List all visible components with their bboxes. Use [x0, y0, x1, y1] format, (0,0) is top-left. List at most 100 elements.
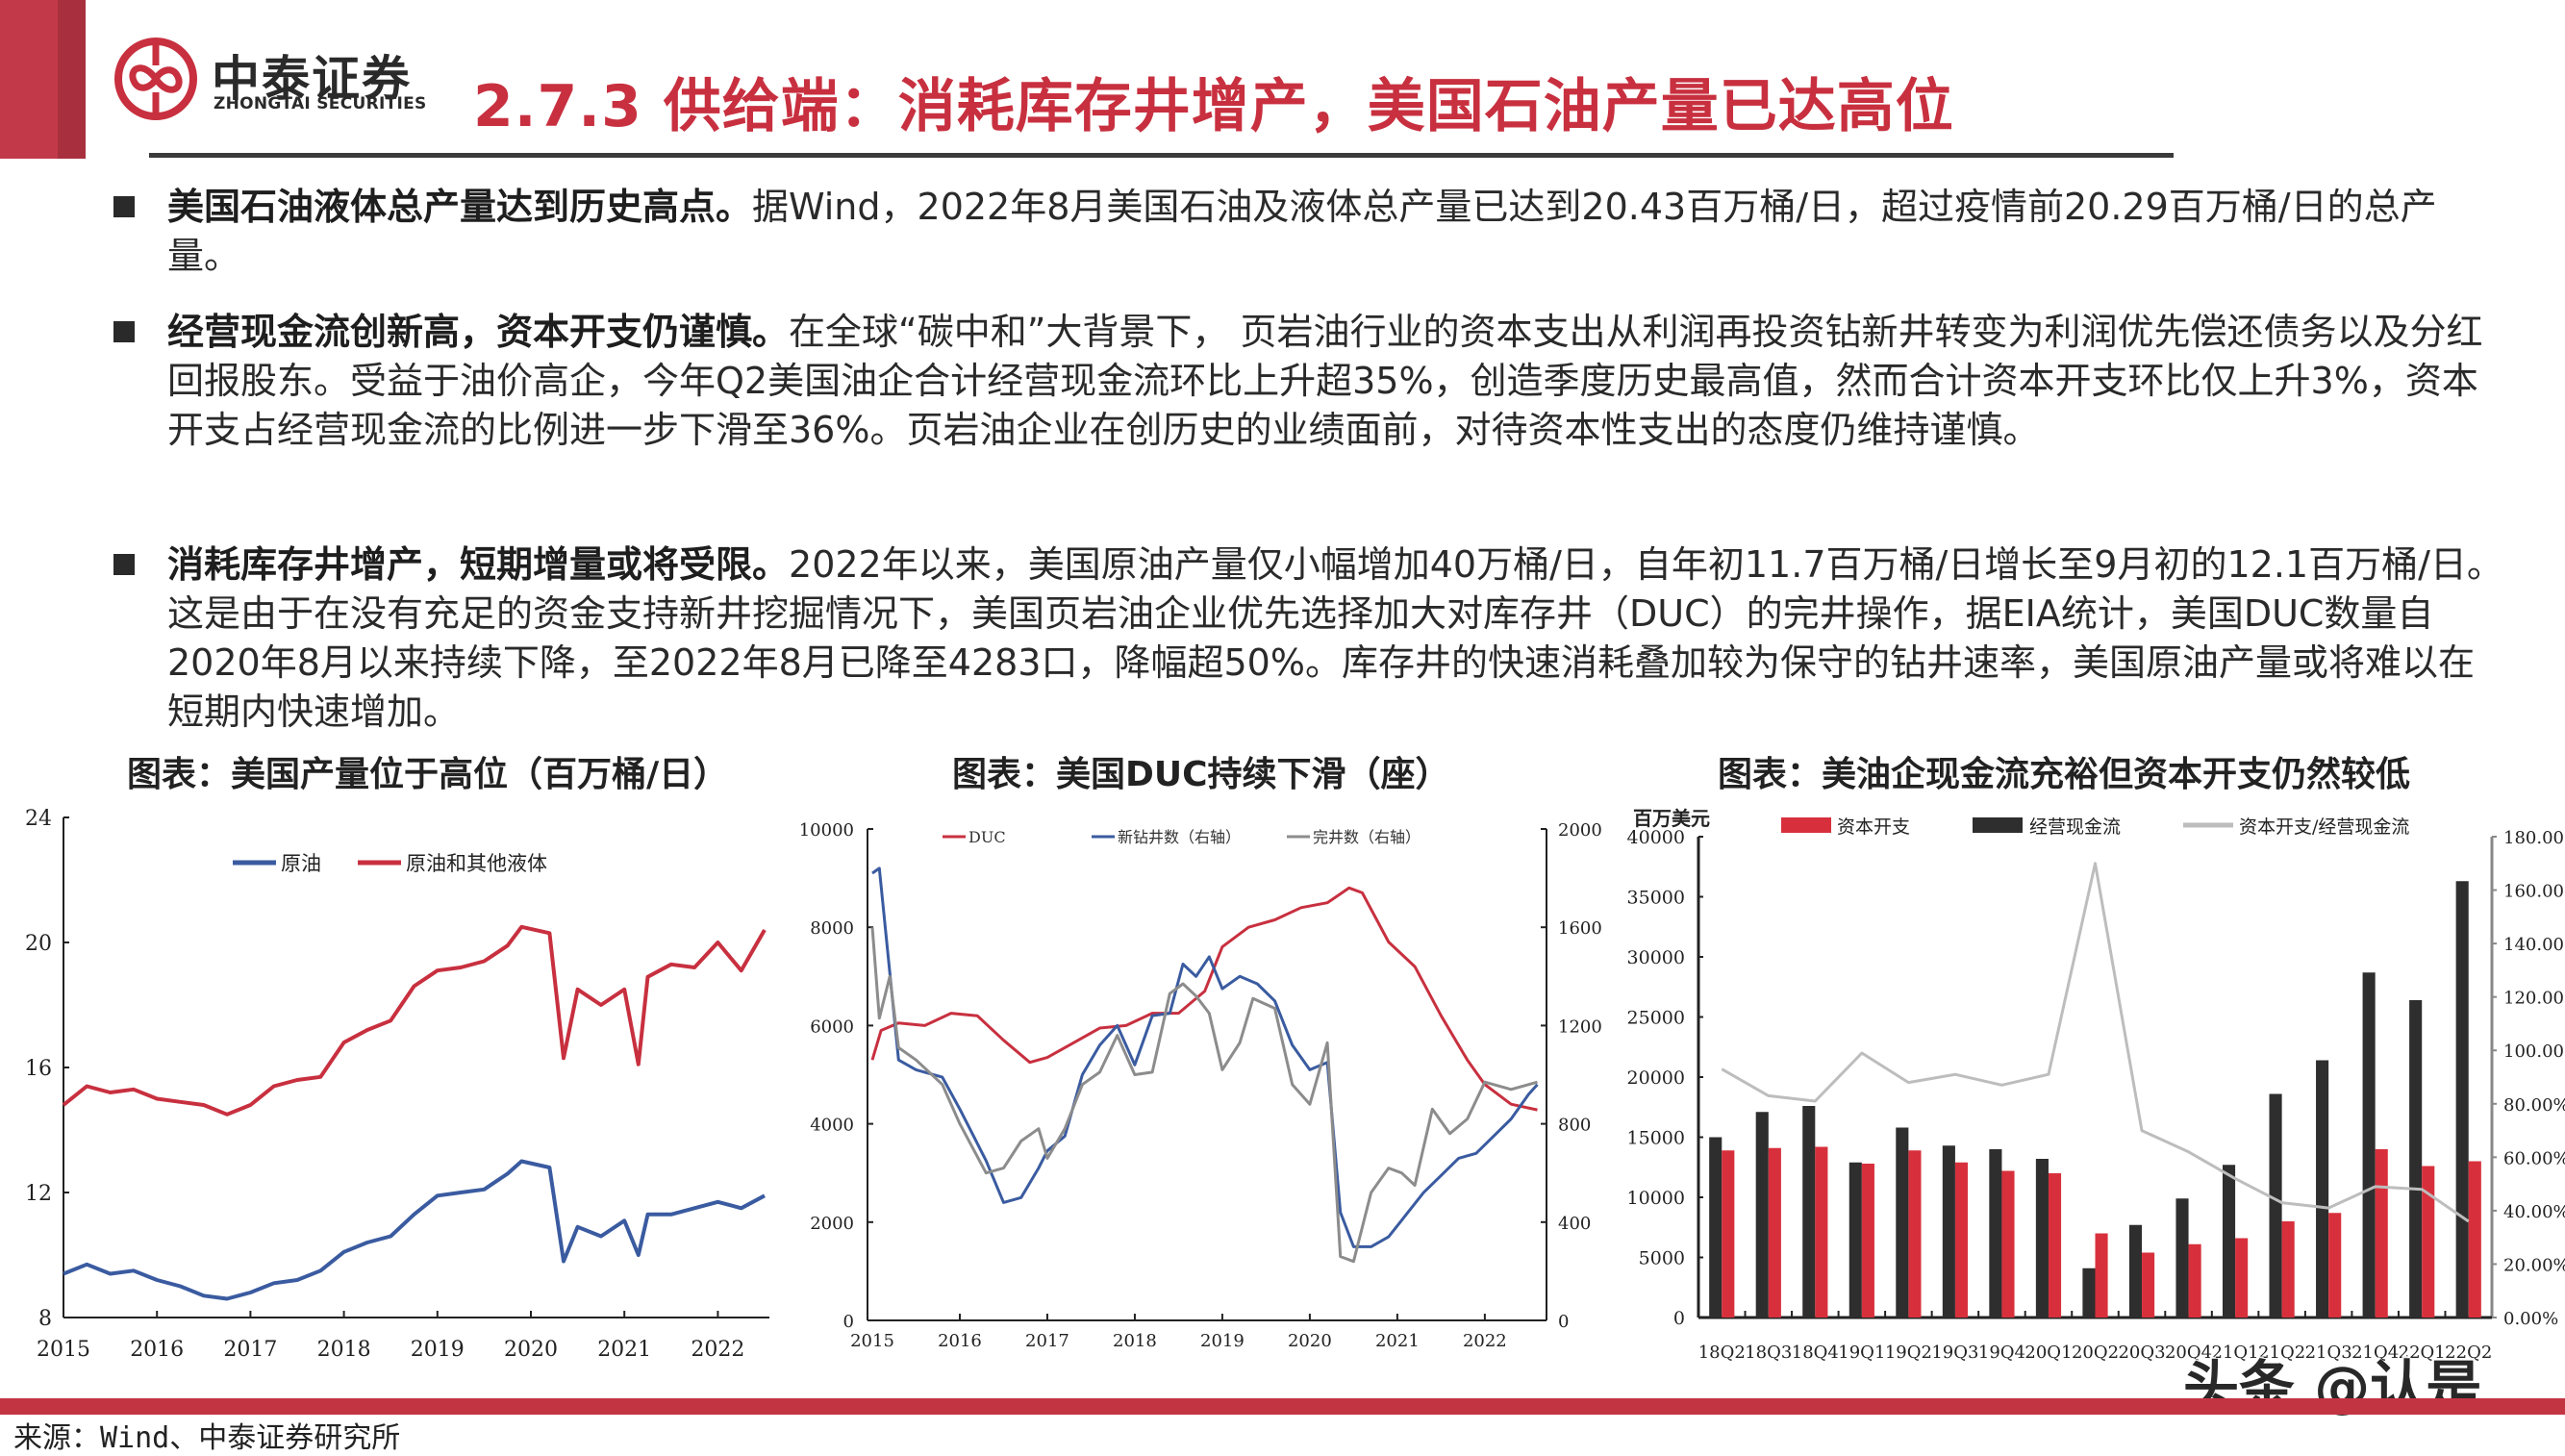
bar-cashflow	[2035, 1159, 2049, 1318]
bar-cashflow	[2269, 1093, 2282, 1318]
bar-cashflow	[1848, 1162, 1862, 1318]
x-tick-label: 21Q4	[2351, 1343, 2399, 1363]
bullet-square-icon	[113, 196, 135, 217]
legend-label: DUC	[968, 828, 1006, 846]
series-line	[870, 886, 1538, 1112]
bar-cashflow	[2455, 881, 2469, 1318]
y2-tick-label: 2000	[1558, 820, 1602, 841]
x-tick-label: 18Q4	[1792, 1343, 1839, 1363]
y-tick-label: 2000	[810, 1214, 854, 1234]
y-tick-label: 15000	[1627, 1128, 1685, 1149]
bar-capex	[2328, 1213, 2342, 1318]
bar-capex	[2375, 1149, 2388, 1318]
y-tick-label: 25000	[1627, 1008, 1685, 1029]
legend-label: 完井数（右轴）	[1313, 828, 1421, 846]
legend-swatch	[1973, 817, 2023, 833]
bar-capex	[1861, 1164, 1874, 1318]
y-tick-label: 12	[25, 1182, 52, 1206]
x-tick-label: 19Q2	[1885, 1343, 1932, 1363]
legend-label: 资本开支	[1837, 816, 1910, 838]
legend-label: 资本开支/经营现金流	[2239, 816, 2409, 838]
bar-cashflow	[2362, 972, 2376, 1318]
legend-swatch	[1781, 817, 1831, 833]
y2-tick-label: 160.00%	[2503, 882, 2565, 902]
left-accent-bar-shade	[58, 0, 86, 159]
bar-cashflow	[2316, 1060, 2329, 1318]
x-tick-label: 2016	[130, 1338, 184, 1362]
y2-tick-label: 20.00%	[2503, 1255, 2565, 1275]
y2-tick-label: 1200	[1558, 1017, 1602, 1037]
bar-cashflow	[1709, 1137, 1723, 1318]
bar-cashflow	[1896, 1127, 1909, 1318]
footer-bar	[0, 1398, 2565, 1415]
bar-cashflow	[2128, 1224, 2143, 1318]
y-tick-label: 30000	[1627, 947, 1685, 968]
bar-capex	[2281, 1221, 2295, 1318]
y-tick-label: 0	[1673, 1308, 1685, 1329]
bar-capex	[2188, 1243, 2201, 1318]
legend-label: 原油和其他液体	[406, 852, 547, 875]
bar-capex	[2235, 1238, 2249, 1318]
bar-cashflow	[2175, 1198, 2189, 1318]
x-tick-label: 2017	[1025, 1331, 1069, 1351]
x-tick-label: 20Q2	[2072, 1343, 2119, 1363]
bar-cashflow	[1942, 1145, 1955, 1318]
x-tick-label: 2022	[1463, 1331, 1507, 1351]
x-tick-label: 20Q4	[2165, 1343, 2212, 1363]
y2-tick-label: 800	[1558, 1116, 1591, 1136]
y-tick-label: 20000	[1627, 1067, 1685, 1089]
bar-capex	[2001, 1170, 2015, 1318]
y-tick-label: 40000	[1627, 827, 1685, 848]
bullet-heading: 美国石油液体总产量达到历史高点。	[167, 186, 753, 228]
y-tick-label: 10000	[799, 820, 854, 841]
bar-capex	[2422, 1166, 2435, 1318]
y-tick-label: 4000	[810, 1116, 854, 1136]
y-tick-label: 10000	[1627, 1188, 1685, 1209]
bar-capex	[1768, 1147, 1781, 1318]
x-tick-label: 2016	[938, 1331, 982, 1351]
x-tick-label: 21Q3	[2305, 1343, 2352, 1363]
y-tick-label: 0	[843, 1312, 854, 1332]
y2-tick-label: 100.00%	[2503, 1042, 2565, 1062]
bar-capex	[1722, 1150, 1735, 1318]
brand-name-en: ZHONGTAI SECURITIES	[214, 94, 427, 113]
y-tick-label: 20	[25, 932, 52, 956]
x-tick-label: 19Q3	[1931, 1343, 1978, 1363]
bar-capex	[2468, 1161, 2481, 1318]
x-tick-label: 19Q1	[1838, 1343, 1885, 1363]
bullet-square-icon	[113, 554, 135, 575]
series-line-ratio	[1721, 862, 2470, 1223]
bar-capex	[1815, 1146, 1828, 1318]
x-tick-label: 2015	[850, 1331, 894, 1351]
x-tick-label: 22Q1	[2399, 1343, 2446, 1363]
y-tick-label: 8	[38, 1307, 52, 1331]
y2-tick-label: 60.00%	[2503, 1148, 2565, 1168]
y2-tick-label: 120.00%	[2503, 989, 2565, 1009]
y2-tick-label: 1600	[1558, 918, 1602, 939]
bar-cashflow	[2409, 1000, 2423, 1318]
series-line	[870, 927, 1538, 1264]
x-tick-label: 2019	[1200, 1331, 1245, 1351]
y-tick-label: 24	[25, 807, 52, 831]
x-tick-label: 2015	[37, 1338, 90, 1362]
x-tick-label: 2018	[1113, 1331, 1157, 1351]
legend-label: 原油	[281, 852, 321, 875]
bullet-body: 据Wind，2022年8月美国石油及液体总产量已达到20.43百万桶/日，超过疫…	[167, 186, 2437, 277]
bar-capex	[1908, 1150, 1922, 1318]
series-line	[871, 866, 1539, 1248]
page-title: 2.7.3 供给端：消耗库存井增产，美国石油产量已达高位	[473, 73, 1954, 140]
x-tick-label: 22Q2	[2445, 1343, 2492, 1363]
x-tick-label: 20Q1	[2024, 1343, 2072, 1363]
y2-tick-label: 0	[1558, 1312, 1569, 1332]
y2-tick-label: 140.00%	[2503, 935, 2565, 955]
x-tick-label: 2019	[411, 1338, 465, 1362]
source-note: 来源：Wind、中泰证券研究所	[13, 1421, 401, 1455]
x-tick-label: 21Q2	[2258, 1343, 2305, 1363]
bar-capex	[2142, 1252, 2155, 1318]
y-tick-label: 6000	[810, 1017, 854, 1037]
bullet-body: 在全球“碳中和”大背景下， 页岩油行业的资本支出从利润再投资钻新井转变为利润优先…	[167, 311, 2483, 451]
chart-title-duc: 图表：美国DUC持续下滑（座）	[952, 755, 1450, 794]
x-tick-label: 18Q2	[1698, 1343, 1746, 1363]
brand-name-cn: 中泰证券	[212, 51, 412, 107]
